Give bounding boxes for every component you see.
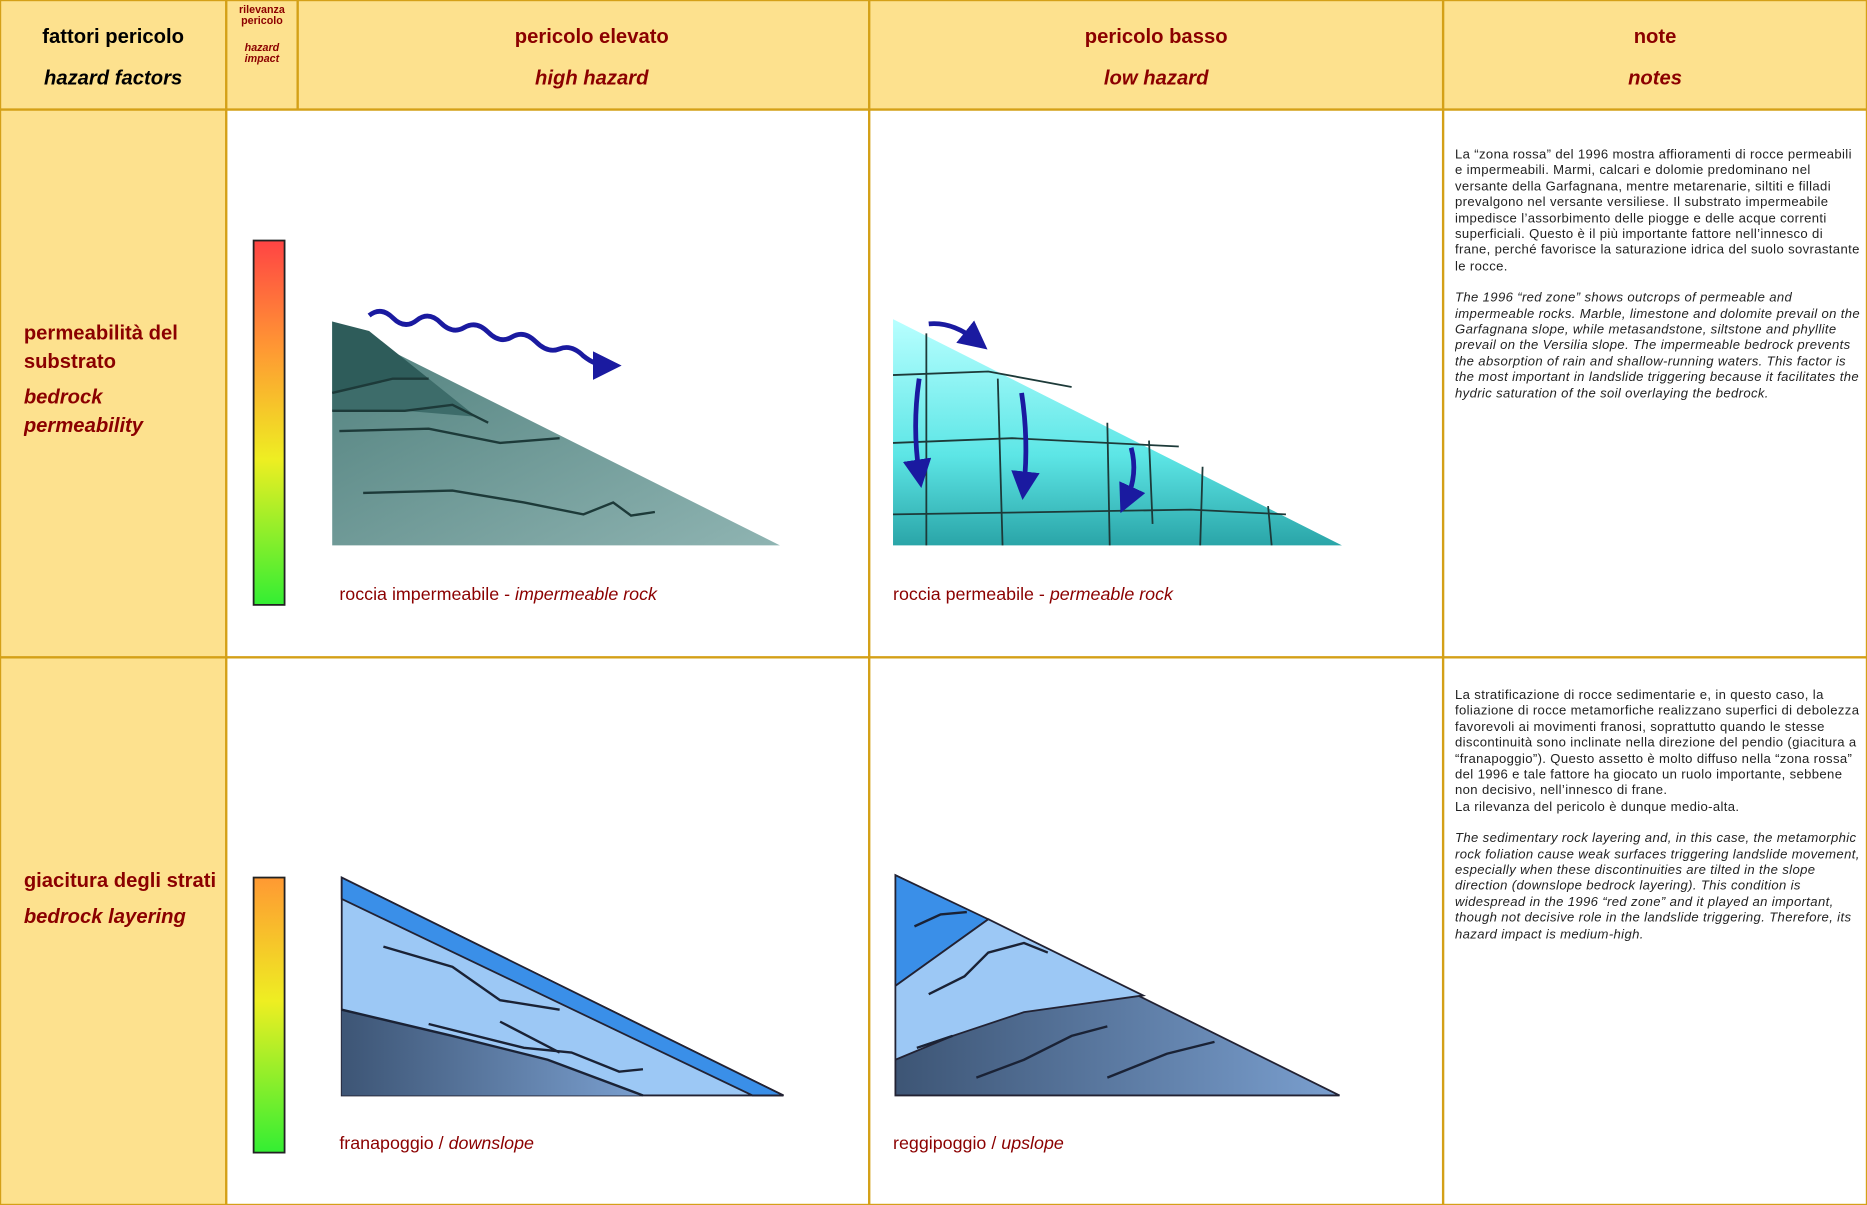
note-cell: La “zona rossa” del 1996 mostra affioram… [1455,147,1861,401]
caption-en: upslope [1001,1133,1064,1153]
header-notes: note [1634,26,1677,48]
factor-en: bedrock layering [23,904,186,928]
caption-it: franapoggio / [339,1133,443,1153]
factor-cell: giacitura degli strati bedrock layering [23,869,217,928]
factor-it: giacitura degli strati [23,869,217,892]
caption-en: permeable rock [1049,584,1174,604]
factor-en: bedrock permeability [23,385,144,437]
header-high-en: high hazard [535,68,649,90]
note-en: The 1996 “red zone” shows outcrops of pe… [1455,290,1861,401]
caption-it: reggipoggio / [893,1133,996,1153]
caption-en: impermeable rock [515,584,658,604]
impact-bar [252,876,286,1154]
header-low-en: low hazard [1104,68,1209,90]
header-impact: rilevanza pericolo hazard impact [239,4,285,65]
caption-it: roccia permeabile - [893,584,1045,604]
impermeable-diagram [331,308,780,546]
caption-it: franapoggio / downslope [339,1133,534,1153]
caption-it: roccia impermeabile - impermeable rock [339,584,658,604]
caption-it: roccia impermeabile - [339,584,510,604]
factor-cell: permeabilità del substrato bedrock perme… [23,321,178,437]
impact-it: rilevanza pericolo [239,4,285,27]
upslope-diagram [894,873,1340,1097]
impact-bar [252,239,286,606]
note-en: The sedimentary rock layering and, in th… [1455,831,1860,942]
header-low: pericolo basso [1085,26,1228,48]
header-factor-en: hazard factors [44,68,182,90]
header-factor: fattori pericolo [42,26,184,48]
permeable-diagram [892,319,1342,546]
caption-en: downslope [449,1133,534,1153]
caption-it: reggipoggio / upslope [893,1133,1064,1153]
note-cell: La stratificazione di rocce sedimentarie… [1455,688,1860,942]
caption-it: roccia permeabile - permeable rock [893,584,1174,604]
downslope-diagram [340,876,784,1097]
note-it: La “zona rossa” del 1996 mostra affioram… [1455,147,1860,274]
note-it: La stratificazione di rocce sedimentarie… [1455,688,1860,799]
header-bg [0,0,1867,110]
impact-en: hazard impact [244,41,280,65]
header-notes-en: notes [1628,68,1682,90]
header-high: pericolo elevato [515,26,669,48]
note-it: La rilevanza del pericolo è dunque medio… [1455,799,1740,815]
factor-it: permeabilità del substrato [23,321,178,373]
